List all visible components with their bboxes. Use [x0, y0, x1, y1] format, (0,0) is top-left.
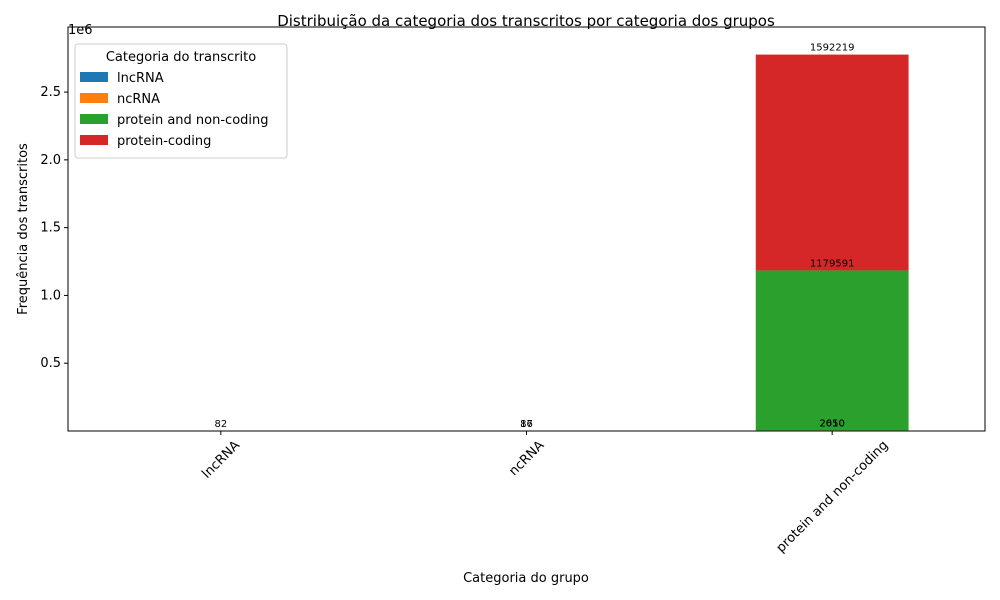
legend-title: Categoria do transcrito — [106, 50, 256, 65]
y-tick-label: 2.5 — [40, 85, 61, 100]
legend-swatch — [80, 72, 108, 82]
y-tick-label: 1.0 — [40, 288, 61, 303]
bar-segment — [755, 54, 909, 271]
chart-title: Distribuição da categoria dos transcrito… — [277, 12, 775, 30]
legend: Categoria do transcrito lncRNA ncRNA protei… — [74, 43, 288, 159]
data-label: 2650 — [819, 418, 844, 429]
x-tick-label: lncRNA — [199, 438, 243, 482]
plot-area — [144, 54, 909, 431]
y-tick-label: 1.5 — [40, 221, 61, 236]
data-label: 1592219 — [810, 43, 855, 54]
legend-label: lncRNA — [117, 71, 164, 86]
legend-swatch — [80, 135, 108, 145]
x-tick-label: ncRNA — [506, 438, 547, 479]
data-label: 1179591 — [810, 258, 855, 269]
y-offset-label: 1e6 — [68, 23, 93, 38]
legend-label: ncRNA — [117, 92, 160, 107]
data-label: 17 — [520, 419, 533, 430]
x-axis-label: Categoria do grupo — [463, 571, 589, 586]
data-label: 2010 — [819, 419, 844, 430]
legend-label: protein and non-coding — [117, 113, 269, 128]
x-tick-label: protein and non-coding — [774, 438, 892, 556]
y-tick-label: 2.0 — [40, 153, 61, 168]
bar-segment — [755, 270, 909, 431]
data-label: 86 — [520, 419, 533, 430]
data-label: 82 — [214, 419, 227, 430]
legend-swatch — [80, 114, 108, 124]
y-axis-label: Frequência dos transcritos — [16, 143, 31, 315]
legend-label: protein-coding — [117, 134, 211, 149]
legend-box — [74, 43, 288, 159]
y-tick-label: 0.5 — [40, 356, 61, 371]
legend-swatch — [80, 93, 108, 103]
